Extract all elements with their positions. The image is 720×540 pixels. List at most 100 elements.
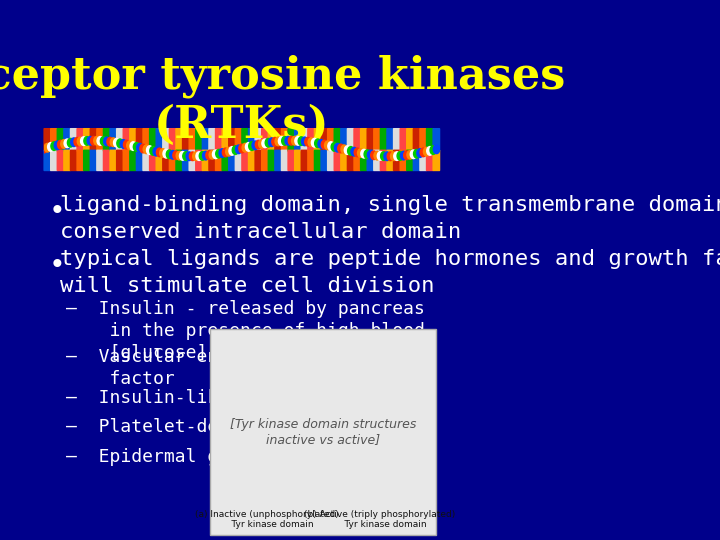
Circle shape [404,151,410,159]
Circle shape [377,152,384,160]
Circle shape [45,143,50,152]
FancyBboxPatch shape [400,128,408,152]
Circle shape [302,137,308,146]
Circle shape [258,140,265,149]
Circle shape [288,137,294,145]
FancyBboxPatch shape [83,128,91,152]
FancyBboxPatch shape [70,128,78,152]
FancyBboxPatch shape [281,128,289,152]
FancyBboxPatch shape [373,128,381,152]
FancyBboxPatch shape [268,128,276,152]
FancyBboxPatch shape [135,150,143,171]
Circle shape [381,152,387,160]
Circle shape [186,152,192,160]
Circle shape [107,138,113,146]
FancyBboxPatch shape [360,128,368,152]
Circle shape [120,140,127,149]
Circle shape [41,144,48,153]
Circle shape [150,146,156,155]
FancyBboxPatch shape [287,128,295,152]
FancyBboxPatch shape [89,150,97,171]
FancyBboxPatch shape [195,128,203,152]
Circle shape [219,148,225,157]
Circle shape [394,152,400,160]
FancyBboxPatch shape [202,150,210,171]
Circle shape [325,141,331,150]
Circle shape [87,137,94,145]
FancyBboxPatch shape [116,150,124,171]
FancyBboxPatch shape [379,128,387,152]
Text: typical ligands are peptide hormones and growth factors – all
will stimulate cel: typical ligands are peptide hormones and… [60,249,720,296]
FancyBboxPatch shape [400,150,408,171]
Circle shape [196,152,202,160]
FancyBboxPatch shape [182,128,189,152]
FancyBboxPatch shape [426,128,433,152]
Circle shape [358,148,364,157]
Circle shape [344,146,351,154]
Circle shape [417,148,423,157]
Circle shape [189,152,196,160]
Circle shape [137,143,143,152]
FancyBboxPatch shape [156,150,163,171]
FancyBboxPatch shape [294,128,302,152]
FancyBboxPatch shape [241,128,249,152]
Circle shape [104,137,110,146]
Text: –  Insulin - released by pancreas
    in the presence of high blood
    [glucose: – Insulin - released by pancreas in the … [66,300,425,362]
Circle shape [91,137,96,145]
FancyBboxPatch shape [135,128,143,152]
FancyBboxPatch shape [168,128,176,152]
Circle shape [354,148,361,157]
FancyBboxPatch shape [96,128,104,152]
Circle shape [156,148,163,157]
FancyBboxPatch shape [261,150,269,171]
FancyBboxPatch shape [413,128,420,152]
FancyBboxPatch shape [248,150,256,171]
Circle shape [374,151,380,160]
FancyBboxPatch shape [109,128,117,152]
Circle shape [427,146,433,155]
Text: (b) Active (triply phosphorylated)
    Tyr kinase domain: (b) Active (triply phosphorylated) Tyr k… [304,510,455,529]
FancyBboxPatch shape [327,150,335,171]
FancyBboxPatch shape [83,150,91,171]
FancyBboxPatch shape [143,150,150,171]
FancyBboxPatch shape [373,150,381,171]
Circle shape [331,143,338,151]
FancyBboxPatch shape [76,150,84,171]
Circle shape [153,147,159,156]
FancyBboxPatch shape [268,150,276,171]
FancyBboxPatch shape [386,150,394,171]
FancyBboxPatch shape [354,128,361,152]
FancyBboxPatch shape [281,150,289,171]
Circle shape [407,151,413,159]
Circle shape [77,137,84,146]
Circle shape [166,150,173,159]
FancyBboxPatch shape [122,128,130,152]
Circle shape [371,151,377,159]
Circle shape [423,147,430,156]
Circle shape [114,138,120,147]
FancyBboxPatch shape [175,150,183,171]
FancyBboxPatch shape [162,150,170,171]
FancyBboxPatch shape [63,150,71,171]
FancyBboxPatch shape [393,150,401,171]
Circle shape [163,150,169,158]
FancyBboxPatch shape [419,150,427,171]
Circle shape [239,144,246,153]
Circle shape [390,152,397,160]
Circle shape [338,144,344,153]
Circle shape [206,151,212,159]
Circle shape [295,137,301,145]
Circle shape [147,146,153,154]
Circle shape [265,138,271,147]
Circle shape [271,138,278,146]
Circle shape [179,152,186,160]
FancyBboxPatch shape [63,128,71,152]
Circle shape [216,150,222,158]
Text: –  Vascular endothelium growth
    factor: – Vascular endothelium growth factor [66,348,392,388]
FancyBboxPatch shape [379,150,387,171]
FancyBboxPatch shape [175,128,183,152]
Circle shape [94,137,100,145]
Circle shape [51,142,58,151]
Circle shape [334,143,341,152]
FancyBboxPatch shape [433,150,440,171]
